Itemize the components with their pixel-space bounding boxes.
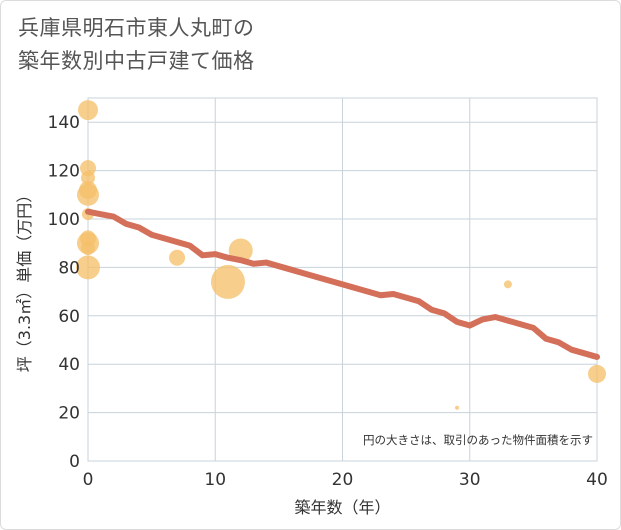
x-tick-label: 20: [332, 470, 354, 490]
y-axis-label: 坪（3.3㎡）単価（万円）: [15, 187, 34, 372]
scatter-points: [76, 100, 606, 410]
scatter-point: [81, 241, 95, 256]
x-axis-label: 築年数（年）: [294, 498, 390, 517]
scatter-point: [455, 405, 460, 410]
scatter-point: [76, 255, 100, 280]
x-tick-label: 10: [204, 470, 226, 490]
scatter-point: [210, 264, 245, 299]
scatter-point: [77, 183, 99, 206]
x-tick-label: 30: [459, 470, 481, 490]
trend-line: [85, 208, 600, 360]
chart-title: 兵庫県明石市東人丸町の 築年数別中古戸建て価格: [18, 12, 255, 78]
scatter-point: [78, 100, 98, 121]
y-tick-label: 0: [69, 452, 80, 472]
y-tick-label: 120: [48, 162, 80, 182]
y-tick-labels: 0 20 40 60 80 100 120 140: [48, 113, 80, 472]
grid-lines: [87, 98, 598, 462]
y-tick-label: 100: [48, 210, 80, 230]
bubble-size-note: 円の大きさは、取引のあった物件面積を示す: [363, 433, 593, 447]
scatter-point: [503, 280, 512, 289]
y-tick-label: 40: [58, 355, 80, 375]
title-line-1: 兵庫県明石市東人丸町の: [18, 16, 255, 40]
y-tick-label: 20: [58, 404, 80, 424]
y-tick-label: 60: [58, 307, 80, 327]
y-tick-label: 140: [48, 113, 80, 133]
x-tick-labels: 0 10 20 30 40: [83, 470, 608, 490]
scatter-point: [588, 364, 606, 383]
x-tick-label: 40: [586, 470, 608, 490]
scatter-point: [169, 249, 186, 266]
x-tick-label: 0: [83, 470, 94, 490]
title-line-2: 築年数別中古戸建て価格: [18, 49, 255, 73]
y-tick-label: 80: [58, 258, 80, 278]
scatter-point: [81, 170, 95, 185]
